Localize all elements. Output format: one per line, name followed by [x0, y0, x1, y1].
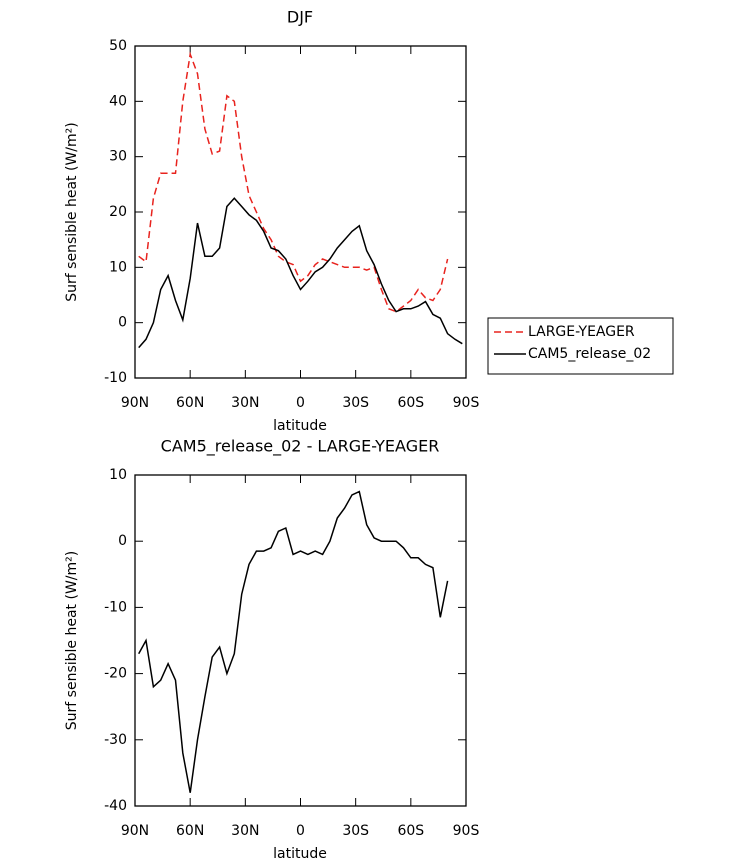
x-tick-label: 90S	[453, 395, 480, 411]
x-tick-label: 60S	[397, 823, 424, 839]
data-line	[138, 197, 463, 349]
chart-title: CAM5_release_02 - LARGE-YEAGER	[161, 437, 440, 457]
y-tick-label: 20	[109, 204, 127, 220]
x-tick-label: 30S	[342, 395, 369, 411]
y-tick-label: -40	[104, 798, 127, 814]
legend-label: LARGE-YEAGER	[528, 324, 635, 340]
y-tick-label: 30	[109, 149, 127, 165]
x-tick-label: 60N	[176, 823, 204, 839]
x-tick-label: 60S	[397, 395, 424, 411]
y-tick-label: -20	[104, 666, 127, 682]
x-tick-label: 30S	[342, 823, 369, 839]
y-axis-label: Surf sensible heat (W/m²)	[64, 551, 80, 730]
y-tick-label: 50	[109, 38, 127, 54]
chart-title: DJF	[287, 8, 313, 27]
legend-box	[487, 317, 674, 375]
y-tick-label: 0	[118, 315, 127, 331]
y-axis-label: Surf sensible heat (W/m²)	[64, 122, 80, 301]
y-tick-label: 0	[118, 533, 127, 549]
plot-frame	[134, 474, 467, 807]
plot-frame	[134, 45, 467, 379]
y-tick-label: -10	[104, 370, 127, 386]
x-tick-label: 60N	[176, 395, 204, 411]
y-tick-label: 10	[109, 467, 127, 483]
y-tick-label: 40	[109, 93, 127, 109]
legend-label: CAM5_release_02	[528, 346, 651, 362]
x-tick-label: 30N	[231, 395, 259, 411]
x-tick-label: 0	[296, 823, 305, 839]
x-tick-label: 30N	[231, 823, 259, 839]
y-tick-label: -30	[104, 732, 127, 748]
data-line	[138, 490, 449, 793]
data-line	[138, 51, 449, 313]
x-tick-label: 90S	[453, 823, 480, 839]
x-tick-label: 90N	[121, 823, 149, 839]
y-tick-label: 10	[109, 259, 127, 275]
y-tick-label: -10	[104, 599, 127, 615]
x-axis-label: latitude	[273, 418, 327, 434]
x-axis-label: latitude	[273, 846, 327, 862]
x-tick-label: 90N	[121, 395, 149, 411]
x-tick-label: 0	[296, 395, 305, 411]
